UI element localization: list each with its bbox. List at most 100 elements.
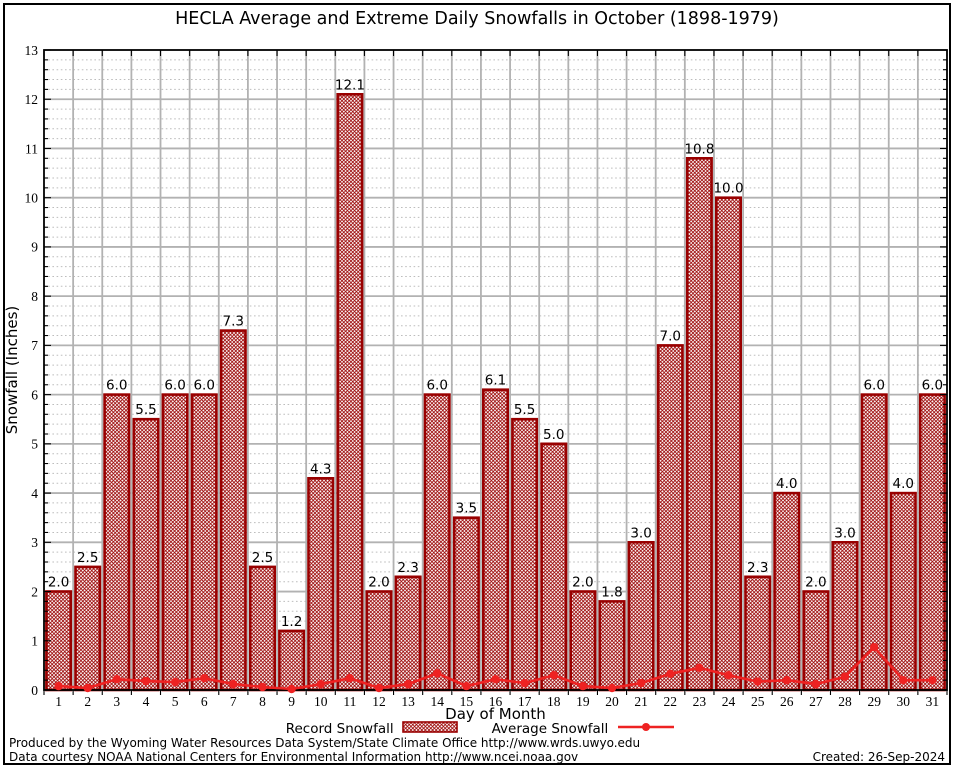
bar-value-label: 2.0: [572, 575, 593, 591]
bar-value-label: 5.5: [514, 402, 535, 418]
svg-text:2: 2: [31, 584, 38, 599]
bar-day-19: [569, 590, 597, 692]
svg-text:18: 18: [547, 694, 561, 709]
bar-value-label: 6.0: [164, 378, 185, 394]
bar-day-5: [161, 393, 189, 692]
bar-day-8: [249, 565, 277, 692]
bar-day-21: [627, 540, 655, 692]
svg-text:13: 13: [401, 694, 415, 709]
bar-day-10: [307, 476, 335, 692]
svg-text:22: 22: [664, 694, 678, 709]
bar-value-label: 6.0: [922, 378, 943, 394]
bar-value-label: 6.0: [863, 378, 884, 394]
svg-text:14: 14: [430, 694, 444, 709]
bar-value-label: 3.0: [834, 525, 855, 541]
bar-value-label: 2.3: [747, 560, 768, 576]
bar-value-label: 2.0: [48, 575, 69, 591]
plot-border: [43, 49, 948, 691]
bar-value-label: 1.8: [601, 584, 622, 600]
bar-value-label: 2.5: [252, 550, 273, 566]
bar-value-label: 6.1: [485, 373, 506, 389]
svg-text:13: 13: [25, 43, 39, 58]
bar-day-15: [452, 516, 480, 692]
average-snowfall-line-marker-icon: [616, 721, 676, 737]
record-snowfall-hatch-swatch-icon: [401, 721, 458, 737]
svg-text:28: 28: [838, 694, 852, 709]
bar-value-label: 5.5: [135, 402, 156, 418]
average-snowfall-markers: [54, 643, 937, 694]
svg-text:1: 1: [55, 694, 62, 709]
bar-day-2: [74, 565, 102, 692]
svg-text:17: 17: [518, 694, 532, 709]
bar-day-11: [336, 93, 364, 692]
bar-day-13: [394, 575, 422, 692]
svg-text:11: 11: [25, 141, 38, 156]
bar-day-26: [773, 491, 801, 692]
svg-text:11: 11: [343, 694, 356, 709]
svg-text:26: 26: [780, 694, 794, 709]
chart-title: HECLA Average and Extreme Daily Snowfall…: [175, 9, 779, 29]
svg-text:7: 7: [31, 338, 38, 353]
bar-value-label: 2.3: [397, 560, 418, 576]
legend-record-snowfall-label: Record Snowfall: [285, 721, 394, 737]
footer-created-date: Created: 26-Sep-2024: [812, 749, 945, 764]
bar-value-label: 6.0: [193, 378, 214, 394]
bar-day-14: [423, 393, 451, 692]
svg-text:4: 4: [143, 694, 150, 709]
bar-day-28: [831, 540, 859, 692]
axis-ticks: [43, 49, 948, 695]
svg-text:2: 2: [84, 694, 91, 709]
svg-text:24: 24: [722, 694, 736, 709]
bar-day-17: [511, 417, 539, 692]
bar-value-label: 12.1: [335, 77, 365, 93]
bar-value-label: 10.8: [684, 141, 714, 157]
bar-day-27: [802, 590, 830, 692]
svg-text:25: 25: [751, 694, 765, 709]
bar-value-label: 3.5: [456, 501, 477, 517]
svg-text:6: 6: [201, 694, 208, 709]
svg-text:4: 4: [31, 486, 38, 501]
bar-day-23: [685, 157, 713, 692]
footer-produced-by: Produced by the Wyoming Water Resources …: [9, 736, 641, 750]
bar-day-3: [103, 393, 131, 692]
bar-value-label: 6.0: [106, 378, 127, 394]
svg-text:7: 7: [230, 694, 237, 709]
bar-value-label: 4.3: [310, 461, 331, 477]
bar-value-label: 3.0: [630, 525, 651, 541]
footer: Produced by the Wyoming Water Resources …: [9, 736, 945, 764]
svg-text:3: 3: [31, 535, 38, 550]
svg-text:10: 10: [25, 191, 39, 206]
legend: Record Snowfall Average Snowfall: [0, 721, 954, 737]
bar-day-30: [889, 491, 917, 692]
svg-text:12: 12: [372, 694, 386, 709]
bar-value-label: 10.0: [713, 181, 743, 197]
svg-text:8: 8: [259, 694, 266, 709]
svg-text:3: 3: [113, 694, 120, 709]
svg-text:0: 0: [31, 683, 38, 698]
bar-value-label: 2.0: [368, 575, 389, 591]
y-axis-title: Snowfall (Inches): [3, 306, 21, 434]
bar-value-label: 7.3: [223, 314, 244, 330]
bar-day-20: [598, 600, 626, 692]
svg-text:9: 9: [31, 240, 38, 255]
svg-text:23: 23: [693, 694, 707, 709]
svg-text:6: 6: [31, 387, 38, 402]
svg-text:31: 31: [926, 694, 940, 709]
bar-day-7: [219, 329, 247, 692]
bar-day-12: [365, 590, 393, 692]
bar-day-22: [656, 344, 684, 692]
record-snowfall-bars: 2.0 2.5 6.0 5.5 6.0 6.0 7.3 2.5 1.2 4.3 12.1 2.0 2.3…: [45, 77, 946, 692]
svg-text:30: 30: [897, 694, 911, 709]
svg-text:19: 19: [576, 694, 590, 709]
svg-text:5: 5: [172, 694, 179, 709]
footer-data-courtesy: Data courtesy NOAA National Centers for …: [9, 749, 579, 764]
bar-value-label: 4.0: [776, 476, 797, 492]
bar-day-4: [132, 417, 160, 692]
bar-value-label: 6.0: [426, 378, 447, 394]
x-axis-tick-labels: 1 2 3 4 5 6 7 8 9 10 11 12 13 14 15 16 17 18 19 20 21 22 23 24 2…: [55, 694, 939, 709]
svg-text:15: 15: [460, 694, 474, 709]
svg-text:9: 9: [288, 694, 295, 709]
